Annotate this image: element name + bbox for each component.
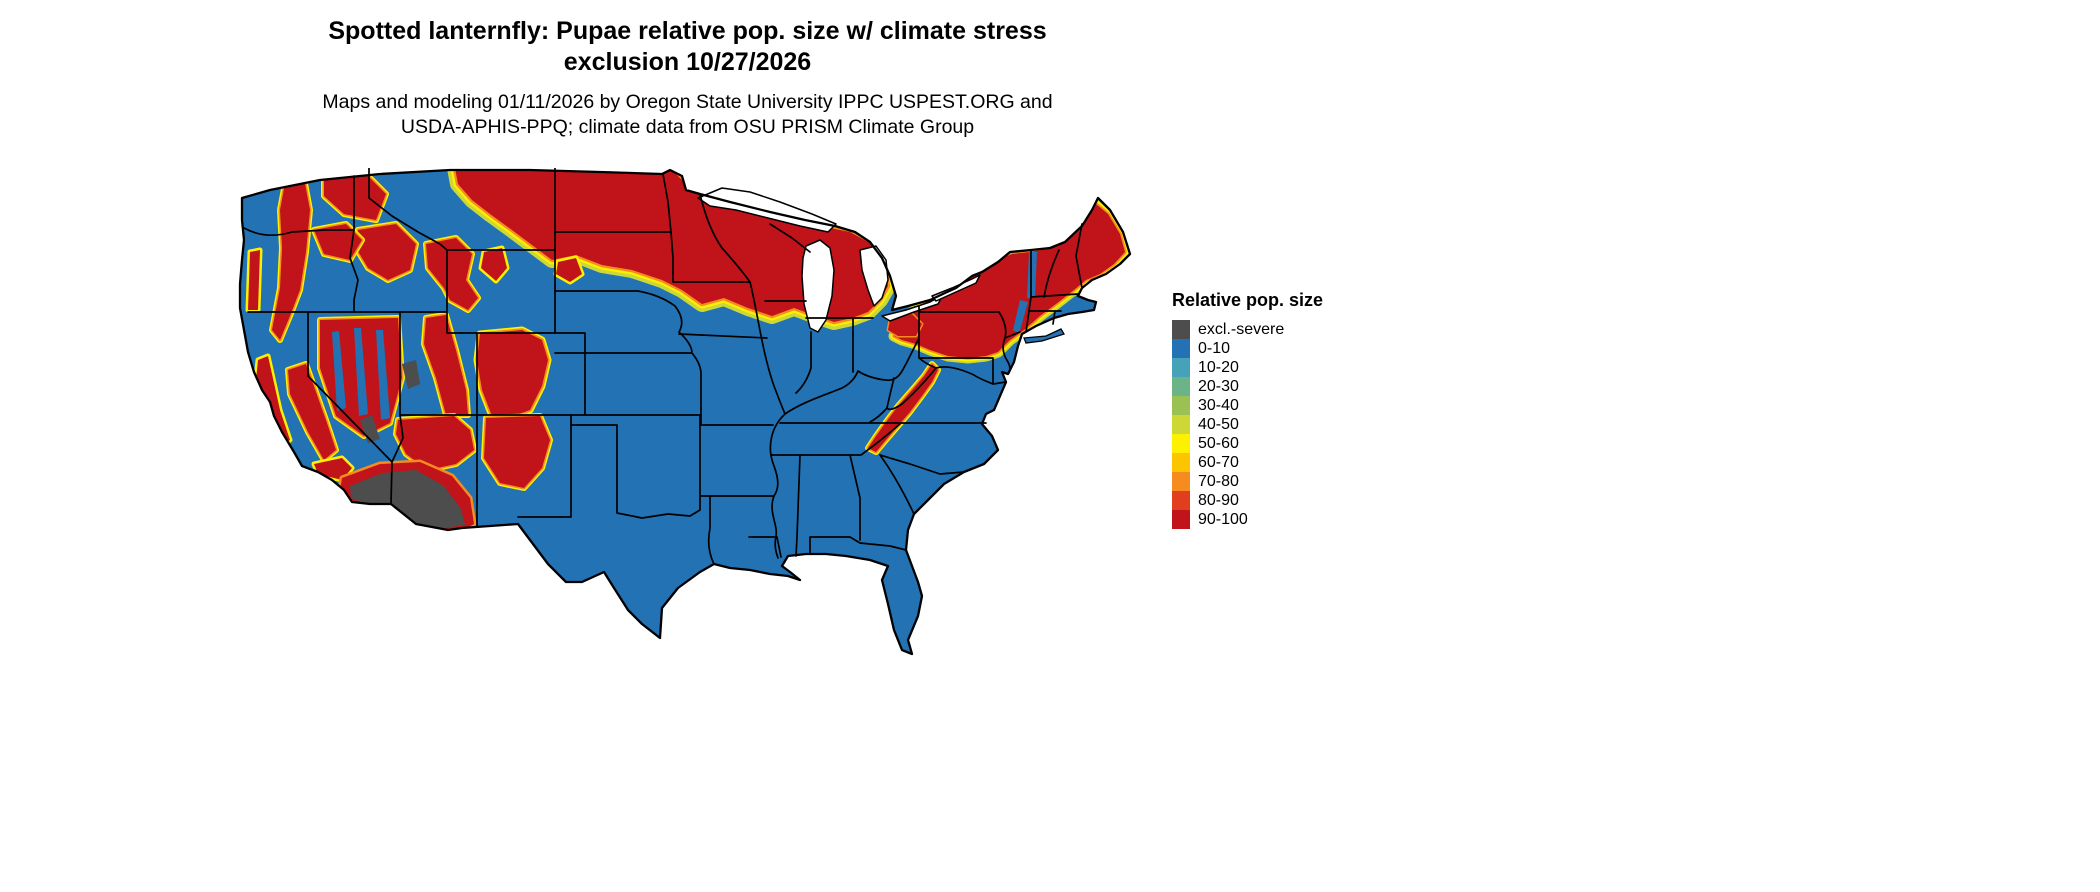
- legend: Relative pop. size excl.-severe 0-10 10-20…: [1172, 290, 1392, 529]
- basin-valley: [354, 328, 368, 416]
- page-title-text: Spotted lanternfly: Pupae relative pop. …: [328, 17, 1047, 76]
- legend-label: 0-10: [1198, 340, 1231, 357]
- legend-swatch: [1172, 415, 1190, 434]
- legend-item: 80-90: [1172, 491, 1392, 510]
- legend-swatch: [1172, 396, 1190, 415]
- basin-valley: [376, 330, 390, 420]
- map-area: [230, 167, 1145, 665]
- legend-label: 20-30: [1198, 378, 1239, 395]
- us-map: [238, 167, 1132, 656]
- legend-item: 10-20: [1172, 358, 1392, 377]
- legend-item: 30-40: [1172, 396, 1392, 415]
- legend-item: 70-80: [1172, 472, 1392, 491]
- lake-michigan: [801, 239, 835, 333]
- raster-layer: [240, 170, 1130, 654]
- legend-swatch: [1172, 491, 1190, 510]
- death-valley-exclusion: [360, 415, 380, 443]
- legend-label: 90-100: [1198, 511, 1248, 528]
- lake-superior: [697, 187, 837, 233]
- legend-label: 40-50: [1198, 416, 1239, 433]
- hot-region-west: [248, 174, 582, 505]
- us-outline: [238, 168, 1132, 656]
- lake-huron: [859, 245, 889, 307]
- legend-label: excl.-severe: [1198, 321, 1285, 338]
- page-subtitle-text: Maps and modeling 01/11/2026 by Oregon S…: [322, 91, 1053, 138]
- legend-swatch: [1172, 453, 1190, 472]
- legend-swatch: [1172, 472, 1190, 491]
- legend-label: 30-40: [1198, 397, 1239, 414]
- legend-label: 50-60: [1198, 435, 1239, 452]
- legend-swatch: [1172, 339, 1190, 358]
- legend-swatch: [1172, 377, 1190, 396]
- legend-item: excl.-severe: [1172, 320, 1392, 339]
- long-island: [1023, 328, 1065, 344]
- basin-valley: [332, 331, 346, 411]
- legend-label: 60-70: [1198, 454, 1239, 471]
- page-title: Spotted lanternfly: Pupae relative pop. …: [230, 16, 1145, 78]
- utah-desert-exclusion: [402, 360, 420, 389]
- legend-item: 20-30: [1172, 377, 1392, 396]
- excluded-severe-region: [340, 360, 474, 534]
- legend-label: 80-90: [1198, 492, 1239, 509]
- legend-swatch: [1172, 358, 1190, 377]
- page-subtitle: Maps and modeling 01/11/2026 by Oregon S…: [230, 90, 1145, 140]
- hudson-valley: [1013, 300, 1028, 334]
- hot-region-northeast: [894, 204, 1125, 358]
- legend-items: excl.-severe 0-10 10-20 20-30 30-40 40-50 50-6…: [1172, 320, 1392, 529]
- legend-title: Relative pop. size: [1172, 290, 1324, 310]
- legend-item: 0-10: [1172, 339, 1392, 358]
- legend-swatch: [1172, 510, 1190, 529]
- legend-item: 40-50: [1172, 415, 1392, 434]
- legend-item: 90-100: [1172, 510, 1392, 529]
- legend-item: 60-70: [1172, 453, 1392, 472]
- legend-item: 50-60: [1172, 434, 1392, 453]
- legend-swatch: [1172, 434, 1190, 453]
- champlain-valley: [1027, 252, 1037, 298]
- legend-label: 70-80: [1198, 473, 1239, 490]
- legend-swatch: [1172, 320, 1190, 339]
- legend-label: 10-20: [1198, 359, 1239, 376]
